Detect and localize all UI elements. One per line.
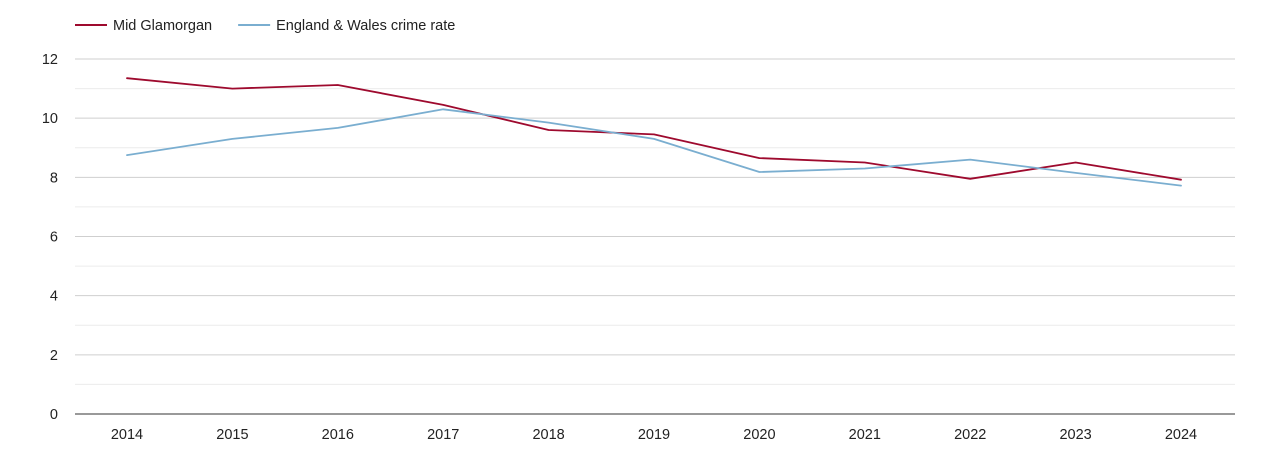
y-tick-label: 4 xyxy=(50,289,58,305)
y-tick-label: 8 xyxy=(50,170,58,186)
gridlines xyxy=(75,58,1235,385)
x-tick-label: 2018 xyxy=(532,427,564,443)
y-tick-label: 0 xyxy=(50,407,58,423)
y-tick-label: 10 xyxy=(42,111,58,127)
x-tick-label: 2020 xyxy=(743,427,775,443)
series-line-mid-glamorgan xyxy=(126,77,1182,181)
series-line-england-wales-crime-rate xyxy=(126,108,1182,187)
x-tick-label: 2023 xyxy=(1059,427,1091,443)
x-axis: 2014 2015 2016 2017 2018 2019 2020 2021 2022 2023… xyxy=(75,413,1235,443)
legend-label-mid-glamorgan: Mid Glamorgan xyxy=(113,18,212,34)
y-axis: 0 2 4 6 8 10 12 xyxy=(42,52,58,423)
x-tick-label: 2016 xyxy=(322,427,354,443)
x-tick-label: 2024 xyxy=(1165,427,1197,443)
y-tick-label: 6 xyxy=(50,230,58,246)
y-tick-label: 2 xyxy=(50,348,58,364)
y-tick-label: 12 xyxy=(42,52,58,68)
x-tick-label: 2021 xyxy=(849,427,881,443)
x-tick-label: 2019 xyxy=(638,427,670,443)
x-tick-label: 2014 xyxy=(111,427,143,443)
x-tick-label: 2017 xyxy=(427,427,459,443)
x-tick-label: 2015 xyxy=(216,427,248,443)
series-lines xyxy=(126,77,1182,187)
x-tick-label: 2022 xyxy=(954,427,986,443)
legend-label-england-wales-crime-rate: England & Wales crime rate xyxy=(276,18,455,34)
chart-legend: Mid Glamorgan England & Wales crime rate xyxy=(75,18,455,34)
